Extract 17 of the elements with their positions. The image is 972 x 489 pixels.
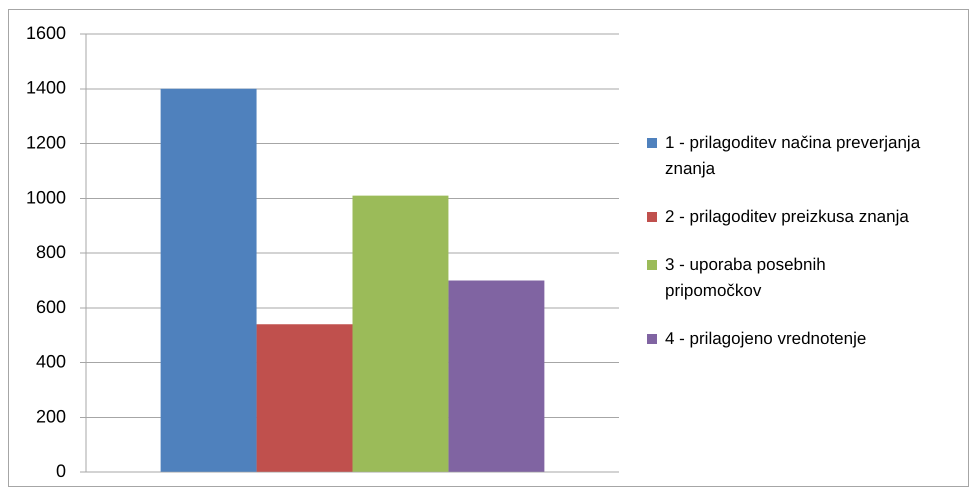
y-tick-label: 1600	[26, 22, 66, 43]
y-tick-label: 600	[36, 296, 66, 317]
legend-label: 3 - uporaba posebnih pripomočkov	[665, 254, 827, 302]
legend-label: 1 - prilagoditev načina preverjanja znanja	[665, 132, 922, 180]
legend-label: 2 - prilagoditev preizkusa znanja	[665, 206, 910, 228]
y-tick-label: 400	[36, 352, 66, 372]
y-tick-label: 1200	[26, 132, 66, 153]
y-tick-label: 1000	[26, 187, 66, 208]
legend-label: 4 - prilagojeno vrednotenje	[665, 328, 868, 350]
y-tick-label: 1400	[26, 78, 66, 98]
y-tick-label: 800	[36, 242, 66, 262]
y-tick-label: 200	[36, 406, 66, 426]
y-tick-label: 0	[56, 461, 66, 482]
bar	[256, 324, 352, 472]
bar	[160, 88, 257, 472]
bar	[352, 196, 448, 472]
bar	[448, 280, 544, 472]
